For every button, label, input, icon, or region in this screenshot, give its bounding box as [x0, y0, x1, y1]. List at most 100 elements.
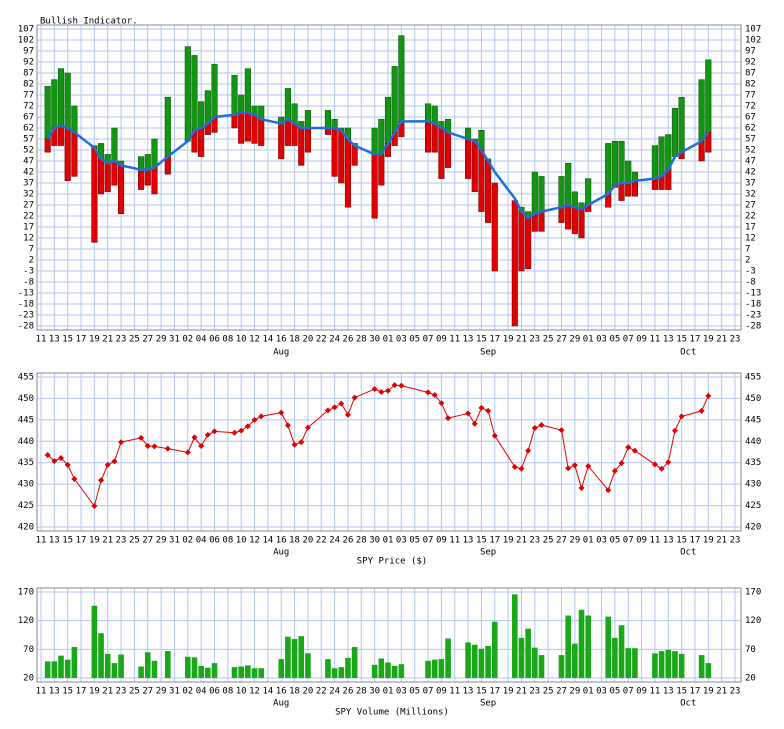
up-bar	[284, 88, 291, 120]
y-tick-label-right: 22	[745, 212, 756, 222]
volume-bar	[118, 654, 124, 678]
x-tick-label: 23	[529, 536, 540, 546]
down-bar	[491, 182, 498, 272]
volume-bar	[478, 648, 485, 678]
volume-bar	[305, 653, 311, 678]
x-tick-label: 01	[383, 536, 394, 546]
month-label: Sep	[480, 348, 496, 358]
down-bar	[478, 149, 485, 212]
y-tick-label-right: -18	[745, 300, 761, 310]
y-tick-label-right: 37	[745, 179, 756, 189]
price-marker	[338, 400, 345, 407]
volume-bar	[705, 663, 712, 678]
down-bar	[565, 204, 572, 230]
x-tick-label: 09	[636, 335, 647, 345]
up-bar	[558, 176, 565, 208]
month-label: Oct	[680, 548, 696, 558]
x-tick-label: 21	[102, 687, 113, 697]
x-tick-label: 11	[36, 335, 47, 345]
x-tick-label: 27	[556, 687, 567, 697]
up-bar	[324, 110, 331, 129]
price-marker	[298, 439, 305, 446]
y-tick-label: 72	[23, 102, 34, 112]
x-tick-label: 25	[129, 335, 140, 345]
price-marker	[438, 400, 445, 407]
down-bar	[658, 176, 665, 190]
x-tick-label: 28	[356, 687, 367, 697]
x-tick-label: 27	[142, 536, 153, 546]
x-tick-label: 21	[102, 335, 113, 345]
x-tick-label: 26	[343, 536, 354, 546]
x-tick-label: 25	[543, 335, 554, 345]
x-tick-label: 11	[650, 687, 661, 697]
x-tick-label: 28	[356, 335, 367, 345]
plot-frame	[36, 587, 742, 683]
x-tick-label: 01	[383, 335, 394, 345]
price-marker	[571, 462, 578, 469]
volume-bar	[585, 615, 591, 678]
x-tick-label: 17	[489, 687, 500, 697]
price-marker	[531, 425, 538, 431]
x-tick-label: 07	[423, 536, 434, 546]
up-bar	[138, 156, 145, 171]
y-tick-label-right: 97	[745, 47, 756, 57]
price-marker	[278, 409, 285, 416]
volume-bar	[338, 667, 345, 678]
volume-bar	[632, 648, 638, 678]
y-tick-label: 430	[18, 480, 34, 490]
x-tick-label: 21	[516, 335, 527, 345]
down-bar	[338, 129, 345, 184]
price-marker	[565, 465, 572, 472]
average-line	[46, 111, 710, 220]
volume-bar	[345, 657, 351, 678]
x-tick-label: 06	[209, 687, 220, 697]
month-label: Aug	[273, 548, 289, 558]
y-tick-label-right: 70	[745, 645, 756, 655]
up-bar	[291, 103, 298, 124]
price-marker	[671, 427, 678, 434]
down-bar	[331, 127, 338, 177]
x-tick-label: 22	[316, 335, 327, 345]
down-bar	[371, 154, 378, 219]
volume-bar	[391, 665, 398, 678]
y-tick-label-right: 12	[745, 234, 756, 244]
x-tick-label: 31	[169, 687, 180, 697]
volume-bar	[64, 659, 71, 678]
price-marker	[191, 434, 198, 441]
volume-bar	[325, 659, 331, 678]
down-bar	[538, 211, 545, 232]
x-tick-label: 03	[596, 335, 607, 345]
price-marker	[585, 463, 592, 470]
x-tick-label: 12	[249, 536, 260, 546]
up-bar	[585, 178, 592, 206]
y-tick-label-right: 27	[745, 201, 756, 211]
x-tick-label: 16	[276, 687, 287, 697]
volume-bar	[245, 665, 251, 678]
y-tick-label: 77	[23, 91, 34, 101]
volume-bar	[51, 661, 58, 678]
volume-bar	[104, 653, 111, 678]
up-bar	[191, 55, 198, 131]
down-bar	[258, 118, 265, 146]
volume-bar	[151, 660, 158, 678]
x-tick-label: 29	[156, 687, 167, 697]
up-bar	[618, 140, 625, 184]
y-tick-label: 82	[23, 80, 34, 90]
volume-bar	[205, 667, 211, 678]
x-tick-label: 22	[316, 687, 327, 697]
up-bar	[371, 127, 378, 155]
x-tick-label: 20	[303, 335, 314, 345]
down-bar	[64, 127, 71, 182]
x-tick-label: 19	[503, 536, 514, 546]
x-tick-label: 21	[516, 687, 527, 697]
price-marker	[698, 407, 705, 414]
volume-bar	[438, 659, 445, 678]
volume-bar	[471, 644, 478, 678]
x-tick-label: 16	[276, 335, 287, 345]
down-bar	[445, 132, 452, 168]
x-tick-label: 15	[62, 687, 73, 697]
volume-bar	[605, 616, 612, 678]
price-marker	[331, 404, 338, 411]
down-bar	[511, 200, 518, 327]
x-tick-label: 15	[62, 536, 73, 546]
